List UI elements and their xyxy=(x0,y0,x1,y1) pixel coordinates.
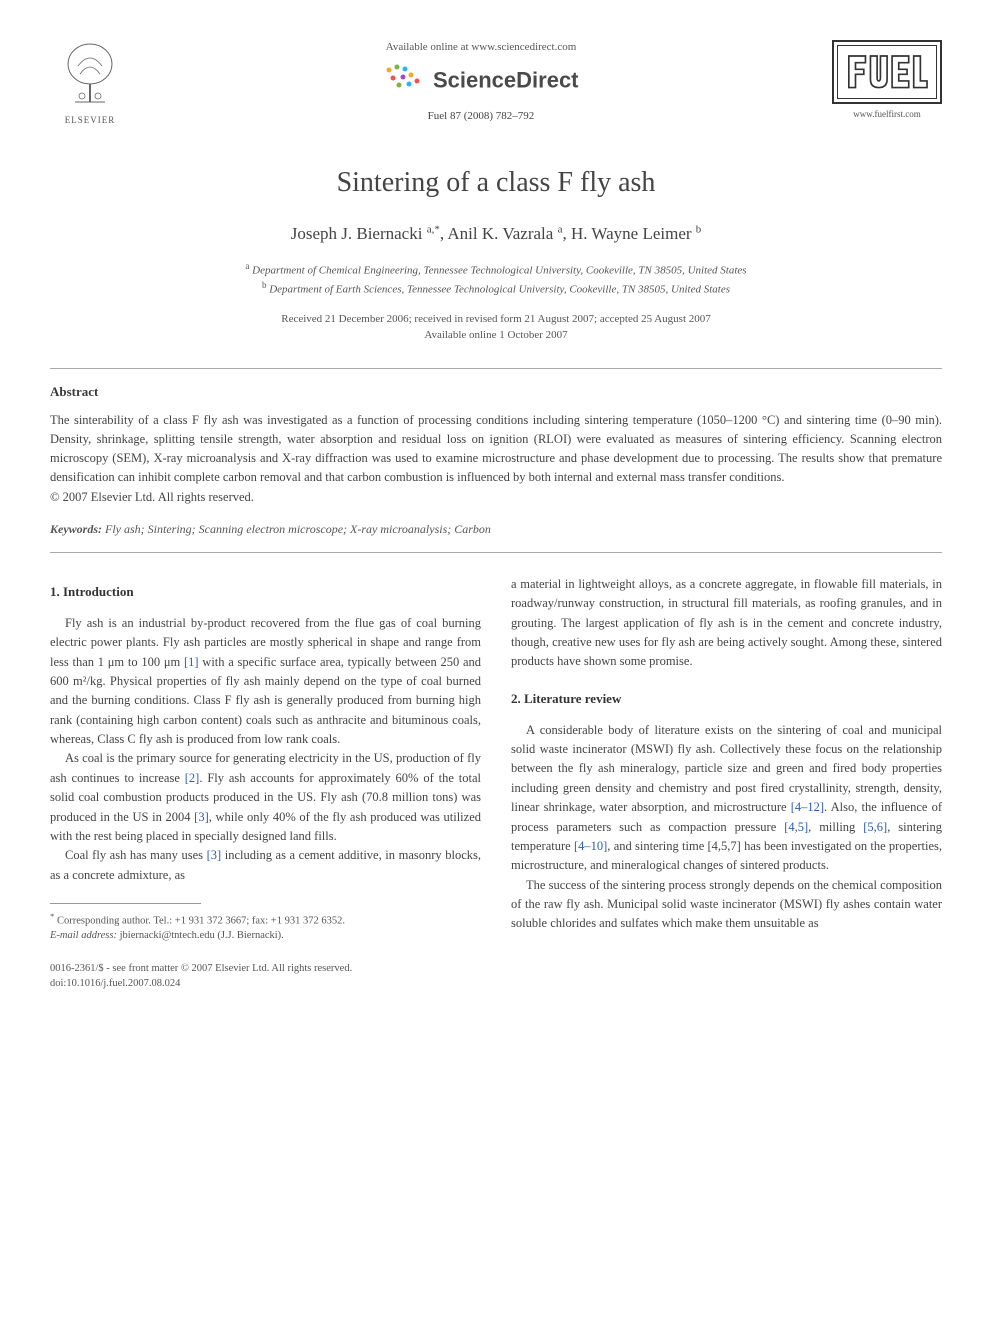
intro-p3: Coal fly ash has many uses [3] including… xyxy=(50,846,481,885)
elsevier-tree-icon xyxy=(60,40,120,110)
abstract-copyright: © 2007 Elsevier Ltd. All rights reserved… xyxy=(50,488,942,506)
lit-body: A considerable body of literature exists… xyxy=(511,721,942,934)
keywords-text: Fly ash; Sintering; Scanning electron mi… xyxy=(105,522,491,536)
sciencedirect-text: ScienceDirect xyxy=(433,68,579,93)
front-matter-line: 0016-2361/$ - see front matter © 2007 El… xyxy=(50,963,352,974)
elsevier-logo: ELSEVIER xyxy=(50,40,130,127)
journal-logo-box: www.fuelfirst.com xyxy=(832,40,942,121)
intro-heading: 1. Introduction xyxy=(50,583,481,602)
fuel-logo-icon xyxy=(837,45,937,99)
affiliation-a: Department of Chemical Engineering, Tenn… xyxy=(252,265,746,277)
corr-email: jbiernacki@tntech.edu (J.J. Biernacki). xyxy=(120,930,284,941)
received-date: Received 21 December 2006; received in r… xyxy=(281,313,711,325)
body-columns: 1. Introduction Fly ash is an industrial… xyxy=(50,575,942,991)
intro-p3-cont: a material in lightweight alloys, as a c… xyxy=(511,575,942,672)
sciencedirect-logo: ScienceDirect xyxy=(150,62,812,99)
page-header: ELSEVIER Available online at www.science… xyxy=(50,40,942,127)
corr-author-text: Corresponding author. Tel.: +1 931 372 3… xyxy=(57,916,345,927)
intro-p2: As coal is the primary source for genera… xyxy=(50,749,481,846)
lit-p1: A considerable body of literature exists… xyxy=(511,721,942,876)
affiliation-b: Department of Earth Sciences, Tennessee … xyxy=(269,284,730,296)
affiliations: a Department of Chemical Engineering, Te… xyxy=(50,260,942,298)
email-label: E-mail address: xyxy=(50,930,117,941)
intro-cont: a material in lightweight alloys, as a c… xyxy=(511,575,942,672)
center-header: Available online at www.sciencedirect.co… xyxy=(130,40,832,125)
abstract-section: Abstract The sinterability of a class F … xyxy=(50,383,942,507)
journal-reference: Fuel 87 (2008) 782–792 xyxy=(150,109,812,125)
rule-bottom xyxy=(50,552,942,553)
doi-line: doi:10.1016/j.fuel.2007.08.024 xyxy=(50,978,180,989)
intro-p1: Fly ash is an industrial by-product reco… xyxy=(50,614,481,750)
lit-p2: The success of the sintering process str… xyxy=(511,876,942,934)
rule-top xyxy=(50,368,942,369)
authors-line: Joseph J. Biernacki a,*, Anil K. Vazrala… xyxy=(50,222,942,247)
available-online-text: Available online at www.sciencedirect.co… xyxy=(150,40,812,56)
elsevier-label: ELSEVIER xyxy=(50,114,130,127)
lit-heading: 2. Literature review xyxy=(511,690,942,709)
intro-body: Fly ash is an industrial by-product reco… xyxy=(50,614,481,885)
journal-url: www.fuelfirst.com xyxy=(832,108,942,121)
footnote-rule xyxy=(50,903,201,904)
abstract-text: The sinterability of a class F fly ash w… xyxy=(50,411,942,486)
right-column: a material in lightweight alloys, as a c… xyxy=(511,575,942,991)
left-column: 1. Introduction Fly ash is an industrial… xyxy=(50,575,481,991)
sciencedirect-dots-icon xyxy=(383,62,423,99)
keywords-line: Keywords: Fly ash; Sintering; Scanning e… xyxy=(50,521,942,538)
abstract-heading: Abstract xyxy=(50,383,942,402)
footer-meta: 0016-2361/$ - see front matter © 2007 El… xyxy=(50,962,481,991)
article-title: Sintering of a class F fly ash xyxy=(50,163,942,204)
corresponding-footnote: * Corresponding author. Tel.: +1 931 372… xyxy=(50,910,481,944)
article-dates: Received 21 December 2006; received in r… xyxy=(50,311,942,344)
online-date: Available online 1 October 2007 xyxy=(424,329,567,341)
keywords-label: Keywords: xyxy=(50,522,102,536)
